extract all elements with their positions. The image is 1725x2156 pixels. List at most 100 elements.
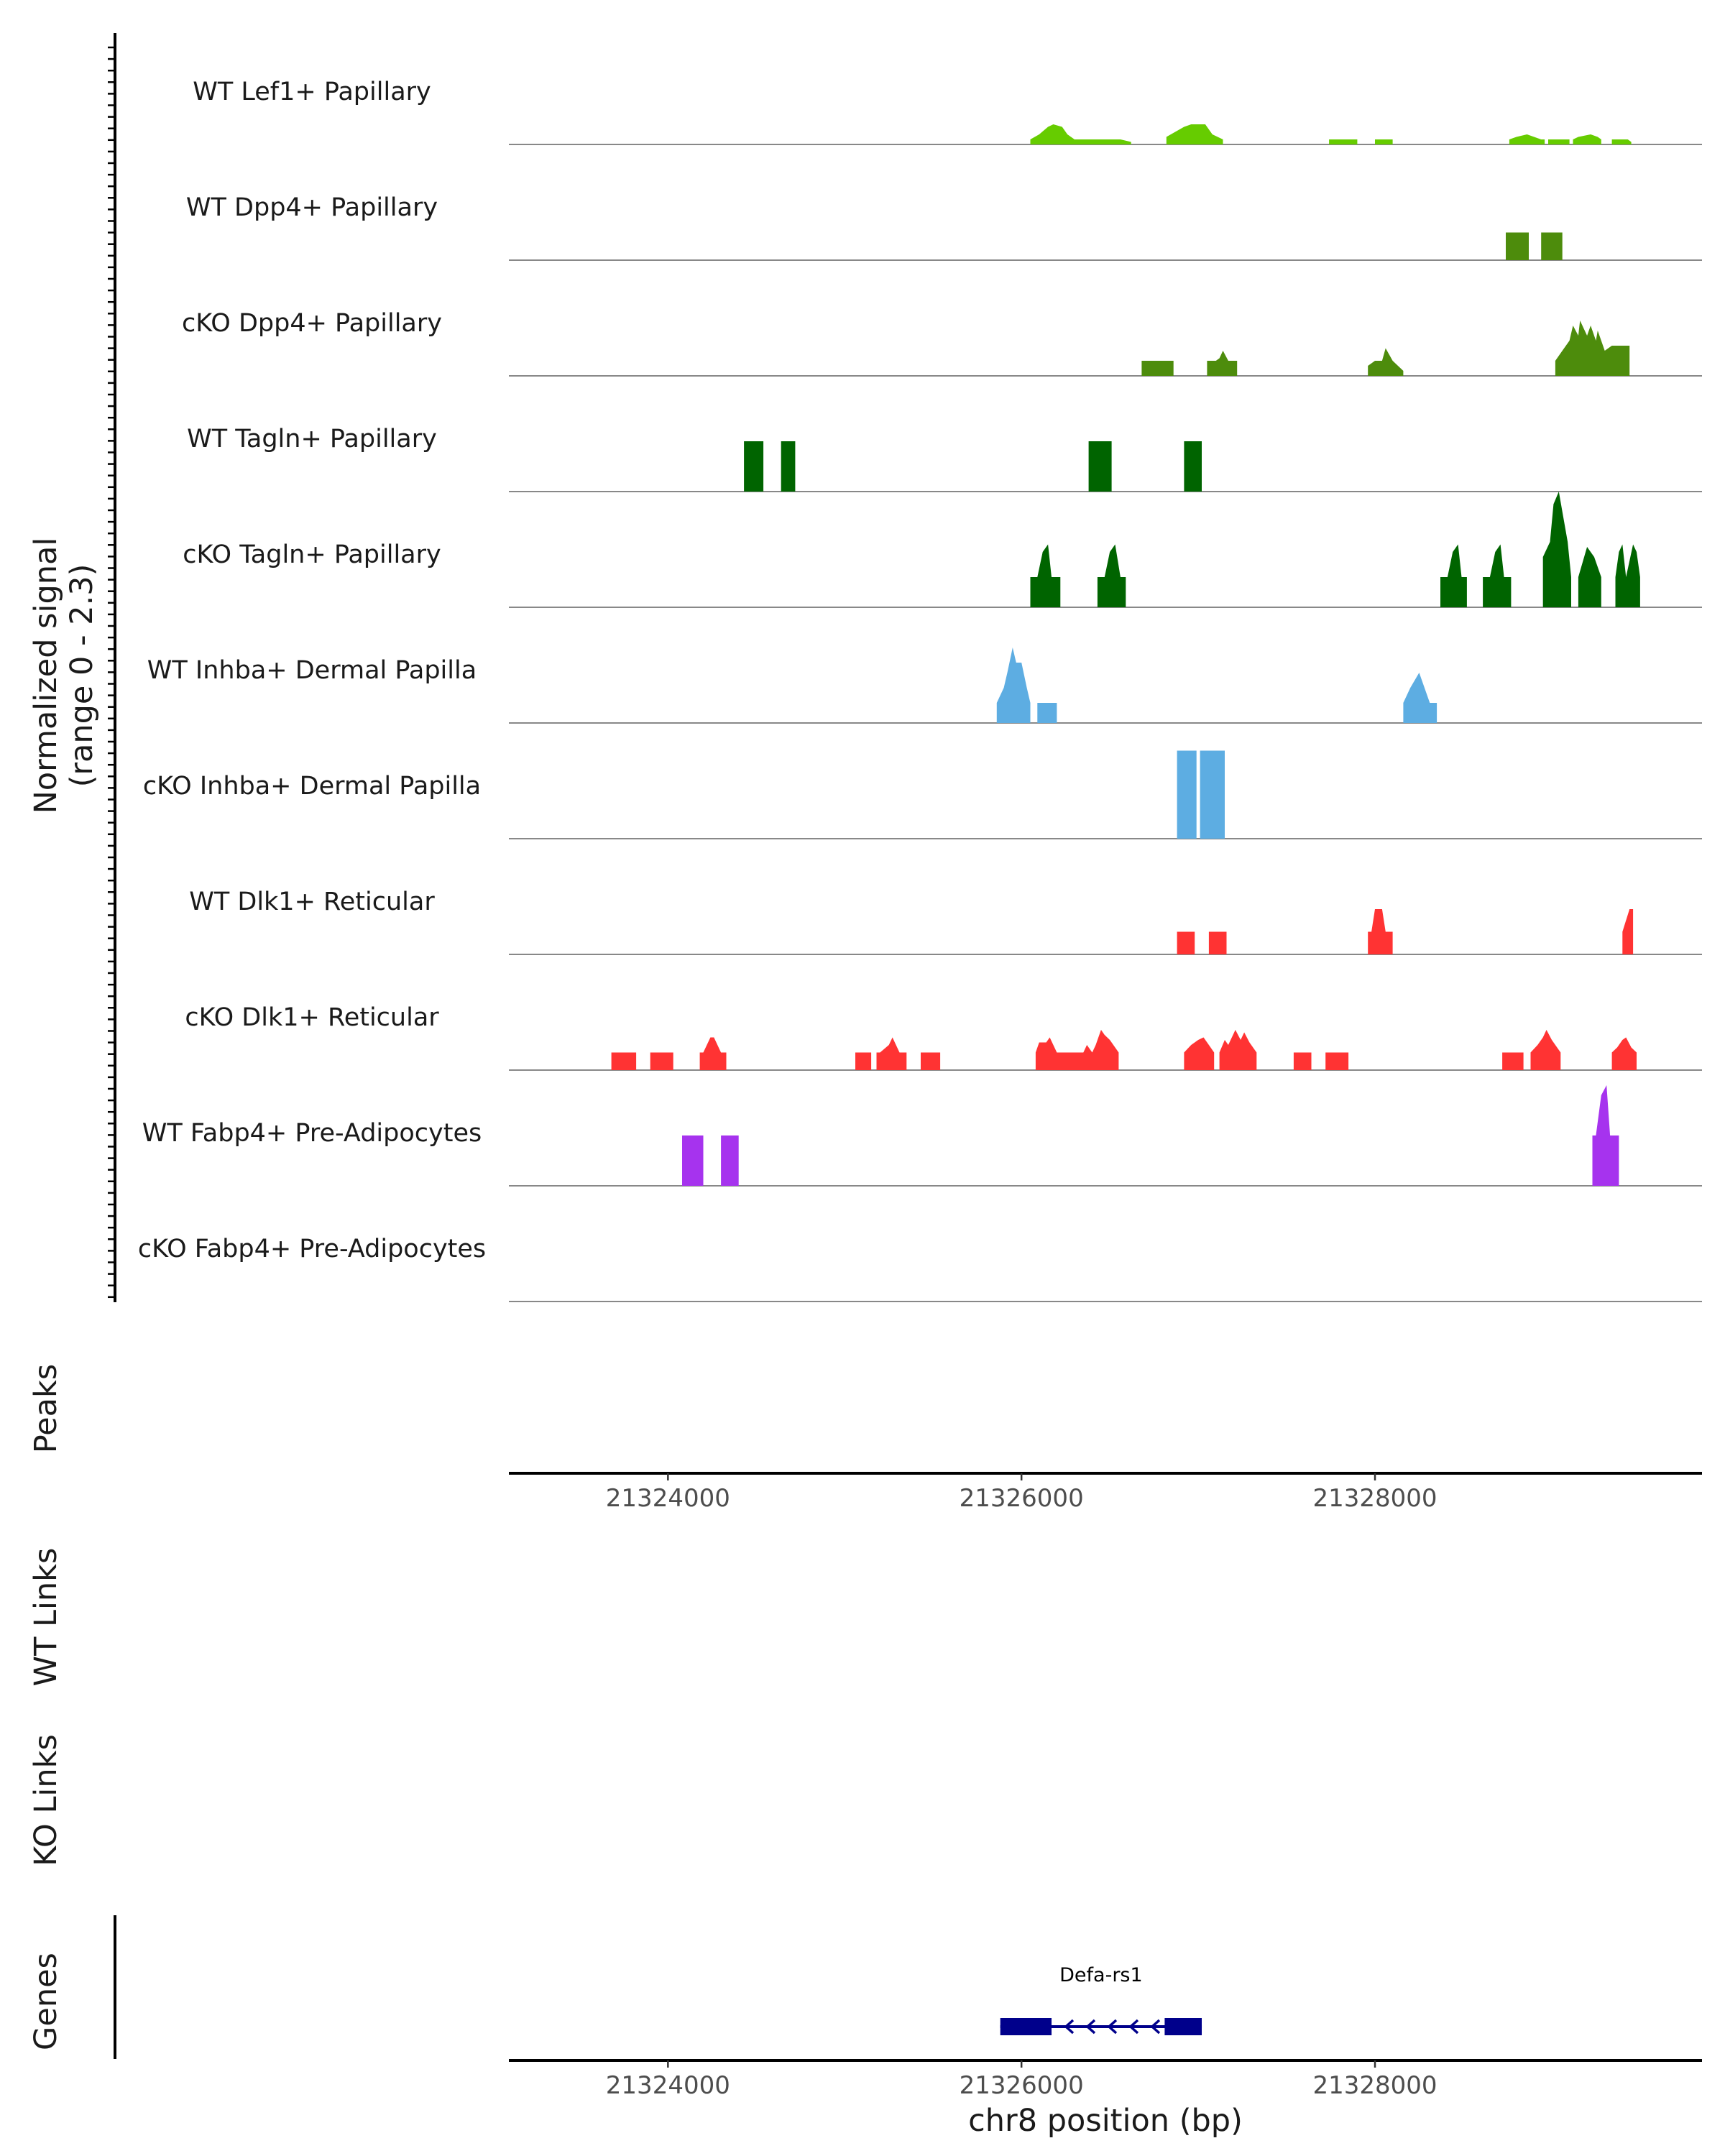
track-label: WT Fabp4+ Pre-Adipocytes — [142, 1119, 482, 1148]
coverage-peak — [1200, 750, 1225, 839]
coverage-peak — [1530, 1030, 1561, 1070]
coverage-peak — [1578, 547, 1601, 607]
track-label: cKO Dpp4+ Papillary — [182, 309, 442, 338]
track-label: cKO Inhba+ Dermal Papilla — [143, 772, 481, 801]
track-6: cKO Inhba+ Dermal Papilla — [143, 750, 1702, 839]
coverage-peak — [876, 1037, 907, 1070]
x-tick-label: 21324000 — [606, 1484, 730, 1513]
coverage-peak — [855, 1052, 872, 1070]
coverage-peak — [1030, 544, 1061, 607]
track-5: WT Inhba+ Dermal Papilla — [147, 648, 1702, 724]
track-2: cKO Dpp4+ Papillary — [182, 309, 1702, 377]
gene-exon — [1000, 2018, 1052, 2035]
track-7: WT Dlk1+ Reticular — [189, 888, 1702, 955]
strand-arrow — [1128, 2019, 1139, 2035]
gene-annotation: Defa-rs1 — [1000, 1964, 1202, 2035]
coverage-peak — [1141, 361, 1174, 376]
track-label: WT Inhba+ Dermal Papilla — [147, 656, 477, 685]
track-label: WT Dpp4+ Papillary — [186, 193, 438, 222]
coverage-peak — [1184, 441, 1202, 492]
coverage-peak — [781, 441, 796, 492]
coverage-peak — [1325, 1052, 1349, 1070]
coverage-peak — [1184, 1037, 1215, 1070]
gene-exon — [1164, 2018, 1202, 2035]
coverage-peak — [682, 1135, 704, 1186]
coverage-peak — [1329, 139, 1358, 144]
coverage-peak — [650, 1052, 673, 1070]
coverage-peak — [1615, 544, 1640, 607]
track-3: WT Tagln+ Papillary — [187, 425, 1702, 492]
coverage-peak — [1166, 124, 1223, 144]
coverage-peak — [1177, 931, 1195, 954]
coverage-peak — [744, 441, 764, 492]
coverage-peak — [1097, 544, 1126, 607]
wt-links-track-title: WT Links — [28, 1548, 64, 1687]
x-axis-title: chr8 position (bp) — [968, 2103, 1243, 2139]
x-tick-label: 21326000 — [960, 1484, 1084, 1513]
coverage-peak — [1483, 544, 1512, 607]
coverage-peak — [1541, 232, 1563, 260]
coverage-peak — [1403, 673, 1438, 723]
coverage-peak — [1368, 348, 1404, 376]
strand-arrow — [1085, 2019, 1096, 2035]
track-label: cKO Dlk1+ Reticular — [185, 1003, 439, 1032]
track-label: cKO Tagln+ Papillary — [183, 540, 441, 569]
coverage-peak — [1611, 139, 1632, 144]
coverage-peak — [1030, 124, 1075, 144]
coverage-peak — [1375, 139, 1393, 144]
strand-arrow — [1064, 2019, 1075, 2035]
track-10: cKO Fabp4+ Pre-Adipocytes — [138, 1235, 1702, 1302]
strand-arrow — [1107, 2019, 1118, 2035]
x-tick-label: 21328000 — [1313, 1484, 1438, 1513]
coverage-peak — [1075, 139, 1131, 144]
coverage-peak — [721, 1135, 739, 1186]
y-axis-title-range: (range 0 - 2.3) — [64, 564, 100, 788]
x-tick-label: 21326000 — [960, 2071, 1084, 2100]
coverage-peak — [1573, 134, 1601, 144]
track-4: cKO Tagln+ Papillary — [183, 492, 1702, 608]
genes-track-title: Genes — [28, 1953, 64, 2050]
coverage-tracks: WT Lef1+ Papillary WT Dpp4+ Papillary cKO … — [138, 78, 1702, 1302]
coverage-peak — [996, 648, 1031, 723]
coverage-peak — [1208, 931, 1227, 954]
peaks-x-axis-ticks: 21324000 21326000 21328000 — [606, 1473, 1438, 1513]
coverage-peak — [1592, 1085, 1619, 1186]
coverage-peak — [699, 1037, 727, 1070]
gene-name-label: Defa-rs1 — [1059, 1964, 1143, 1986]
y-axis-title-main: Normalized signal — [28, 538, 64, 814]
coverage-peak — [1548, 139, 1570, 144]
track-0: WT Lef1+ Papillary — [193, 78, 1702, 145]
x-tick-label: 21324000 — [606, 2071, 730, 2100]
coverage-peak — [1088, 441, 1112, 492]
coverage-peak — [1611, 1037, 1637, 1070]
coverage-peak — [1555, 321, 1630, 376]
coverage-peak — [1035, 1030, 1119, 1070]
coverage-peak — [1207, 351, 1238, 376]
coverage-peak — [921, 1052, 941, 1070]
y-axis-ticks — [108, 46, 115, 1299]
coverage-peak — [1177, 750, 1197, 839]
track-label: WT Lef1+ Papillary — [193, 78, 431, 106]
coverage-peak — [611, 1052, 637, 1070]
y-axis-title: Normalized signal (range 0 - 2.3) — [28, 538, 100, 814]
coverage-peak — [1293, 1052, 1312, 1070]
coverage-peak — [1542, 492, 1571, 607]
track-8: cKO Dlk1+ Reticular — [185, 1003, 1702, 1071]
coverage-peak — [1509, 134, 1545, 144]
x-tick-label: 21328000 — [1313, 2071, 1438, 2100]
track-9: WT Fabp4+ Pre-Adipocytes — [142, 1085, 1702, 1187]
track-label: WT Tagln+ Papillary — [187, 425, 437, 453]
coverage-peak — [1506, 232, 1529, 260]
ko-links-track-title: KO Links — [28, 1734, 64, 1866]
peaks-track-title: Peaks — [28, 1364, 64, 1454]
track-1: WT Dpp4+ Papillary — [186, 193, 1702, 261]
track-label: cKO Fabp4+ Pre-Adipocytes — [138, 1235, 486, 1263]
coverage-peak — [1037, 703, 1057, 723]
coverage-peak — [1440, 544, 1467, 607]
coverage-peak — [1622, 909, 1634, 954]
genes-x-axis-ticks: 21324000 21326000 21328000 — [606, 2060, 1438, 2100]
coverage-peak — [1502, 1052, 1524, 1070]
strand-arrow — [1150, 2019, 1161, 2035]
track-label: WT Dlk1+ Reticular — [189, 888, 435, 916]
